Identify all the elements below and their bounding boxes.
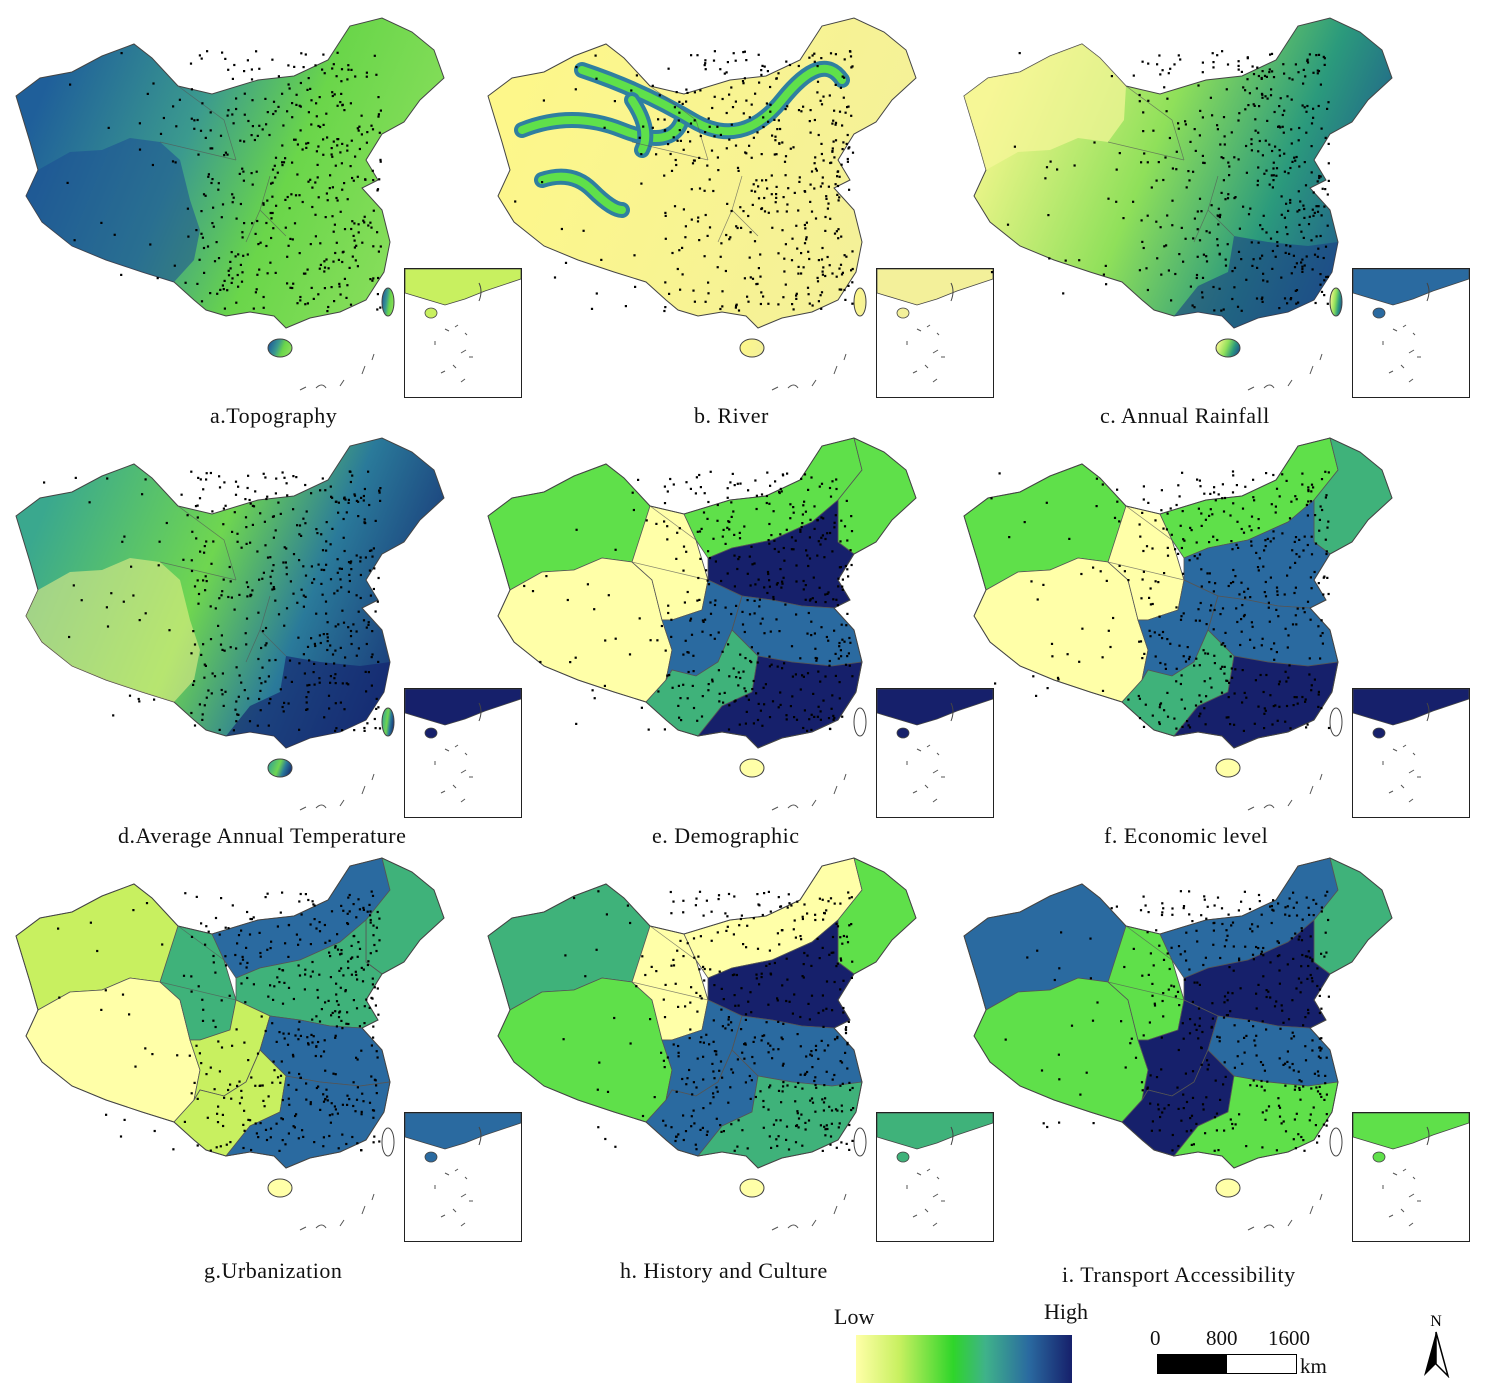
heritage-site-points [57,890,381,1152]
south-china-sea-inset [404,688,522,818]
legend-low-label: Low [834,1304,875,1329]
scale-bar [1157,1354,1297,1374]
legend-color-ramp [856,1335,1072,1383]
caption-transport: i. Transport Accessibility [1062,1262,1296,1287]
caption-urbanization: g.Urbanization [204,1258,343,1283]
scale-tick-1600: 1600 [1268,1326,1310,1350]
heritage-site-points [43,470,382,732]
heritage-site-points [66,50,382,313]
legend-high-label: High [1044,1299,1088,1324]
south-china-sea-inset [1352,268,1470,398]
map-panel-river [482,10,994,410]
china-map-rainfall [963,17,1393,391]
caption-temperature: d.Average Annual Temperature [118,823,407,848]
south-china-sea-inset [876,1112,994,1242]
south-china-sea-inset [1352,688,1470,818]
map-panel-rainfall [958,10,1470,410]
south-china-sea-inset [404,268,522,398]
scale-tick-0: 0 [1150,1326,1161,1350]
north-label: N [1430,1313,1442,1330]
china-map-temperature [15,437,445,811]
caption-economic: f. Economic level [1104,823,1269,848]
map-panel-topography [10,10,522,410]
heritage-site-points [514,50,855,313]
heritage-site-points [1004,890,1330,1152]
caption-history: h. History and Culture [620,1258,828,1283]
heritage-site-points [523,470,854,732]
map-panel-economic [958,430,1470,830]
south-china-sea-inset [876,688,994,818]
caption-river: b. River [694,403,769,428]
south-china-sea-inset [1352,1112,1470,1242]
north-arrow-icon: N [1424,1313,1450,1378]
caption-rainfall: c. Annual Rainfall [1100,403,1270,428]
south-china-sea-inset [404,1112,522,1242]
china-map-history [487,857,917,1231]
china-map-topography [15,17,445,391]
china-map-urbanization [15,857,445,1231]
scale-unit: km [1300,1354,1327,1378]
china-map-river [487,17,917,391]
heritage-site-points [562,890,855,1152]
scale-tick-800: 800 [1206,1326,1238,1350]
caption-topography: a.Topography [210,403,338,428]
map-panel-transport [958,850,1470,1250]
heritage-site-points [990,50,1330,312]
caption-demographic: e. Demographic [652,823,800,848]
china-map-transport [963,857,1393,1231]
china-map-demographic [487,437,917,811]
heritage-site-points [990,470,1331,732]
map-panel-urbanization [10,850,522,1250]
china-map-economic [963,437,1393,811]
map-panel-temperature [10,430,522,830]
map-panel-demographic [482,430,994,830]
map-panel-history [482,850,994,1250]
south-china-sea-inset [876,268,994,398]
